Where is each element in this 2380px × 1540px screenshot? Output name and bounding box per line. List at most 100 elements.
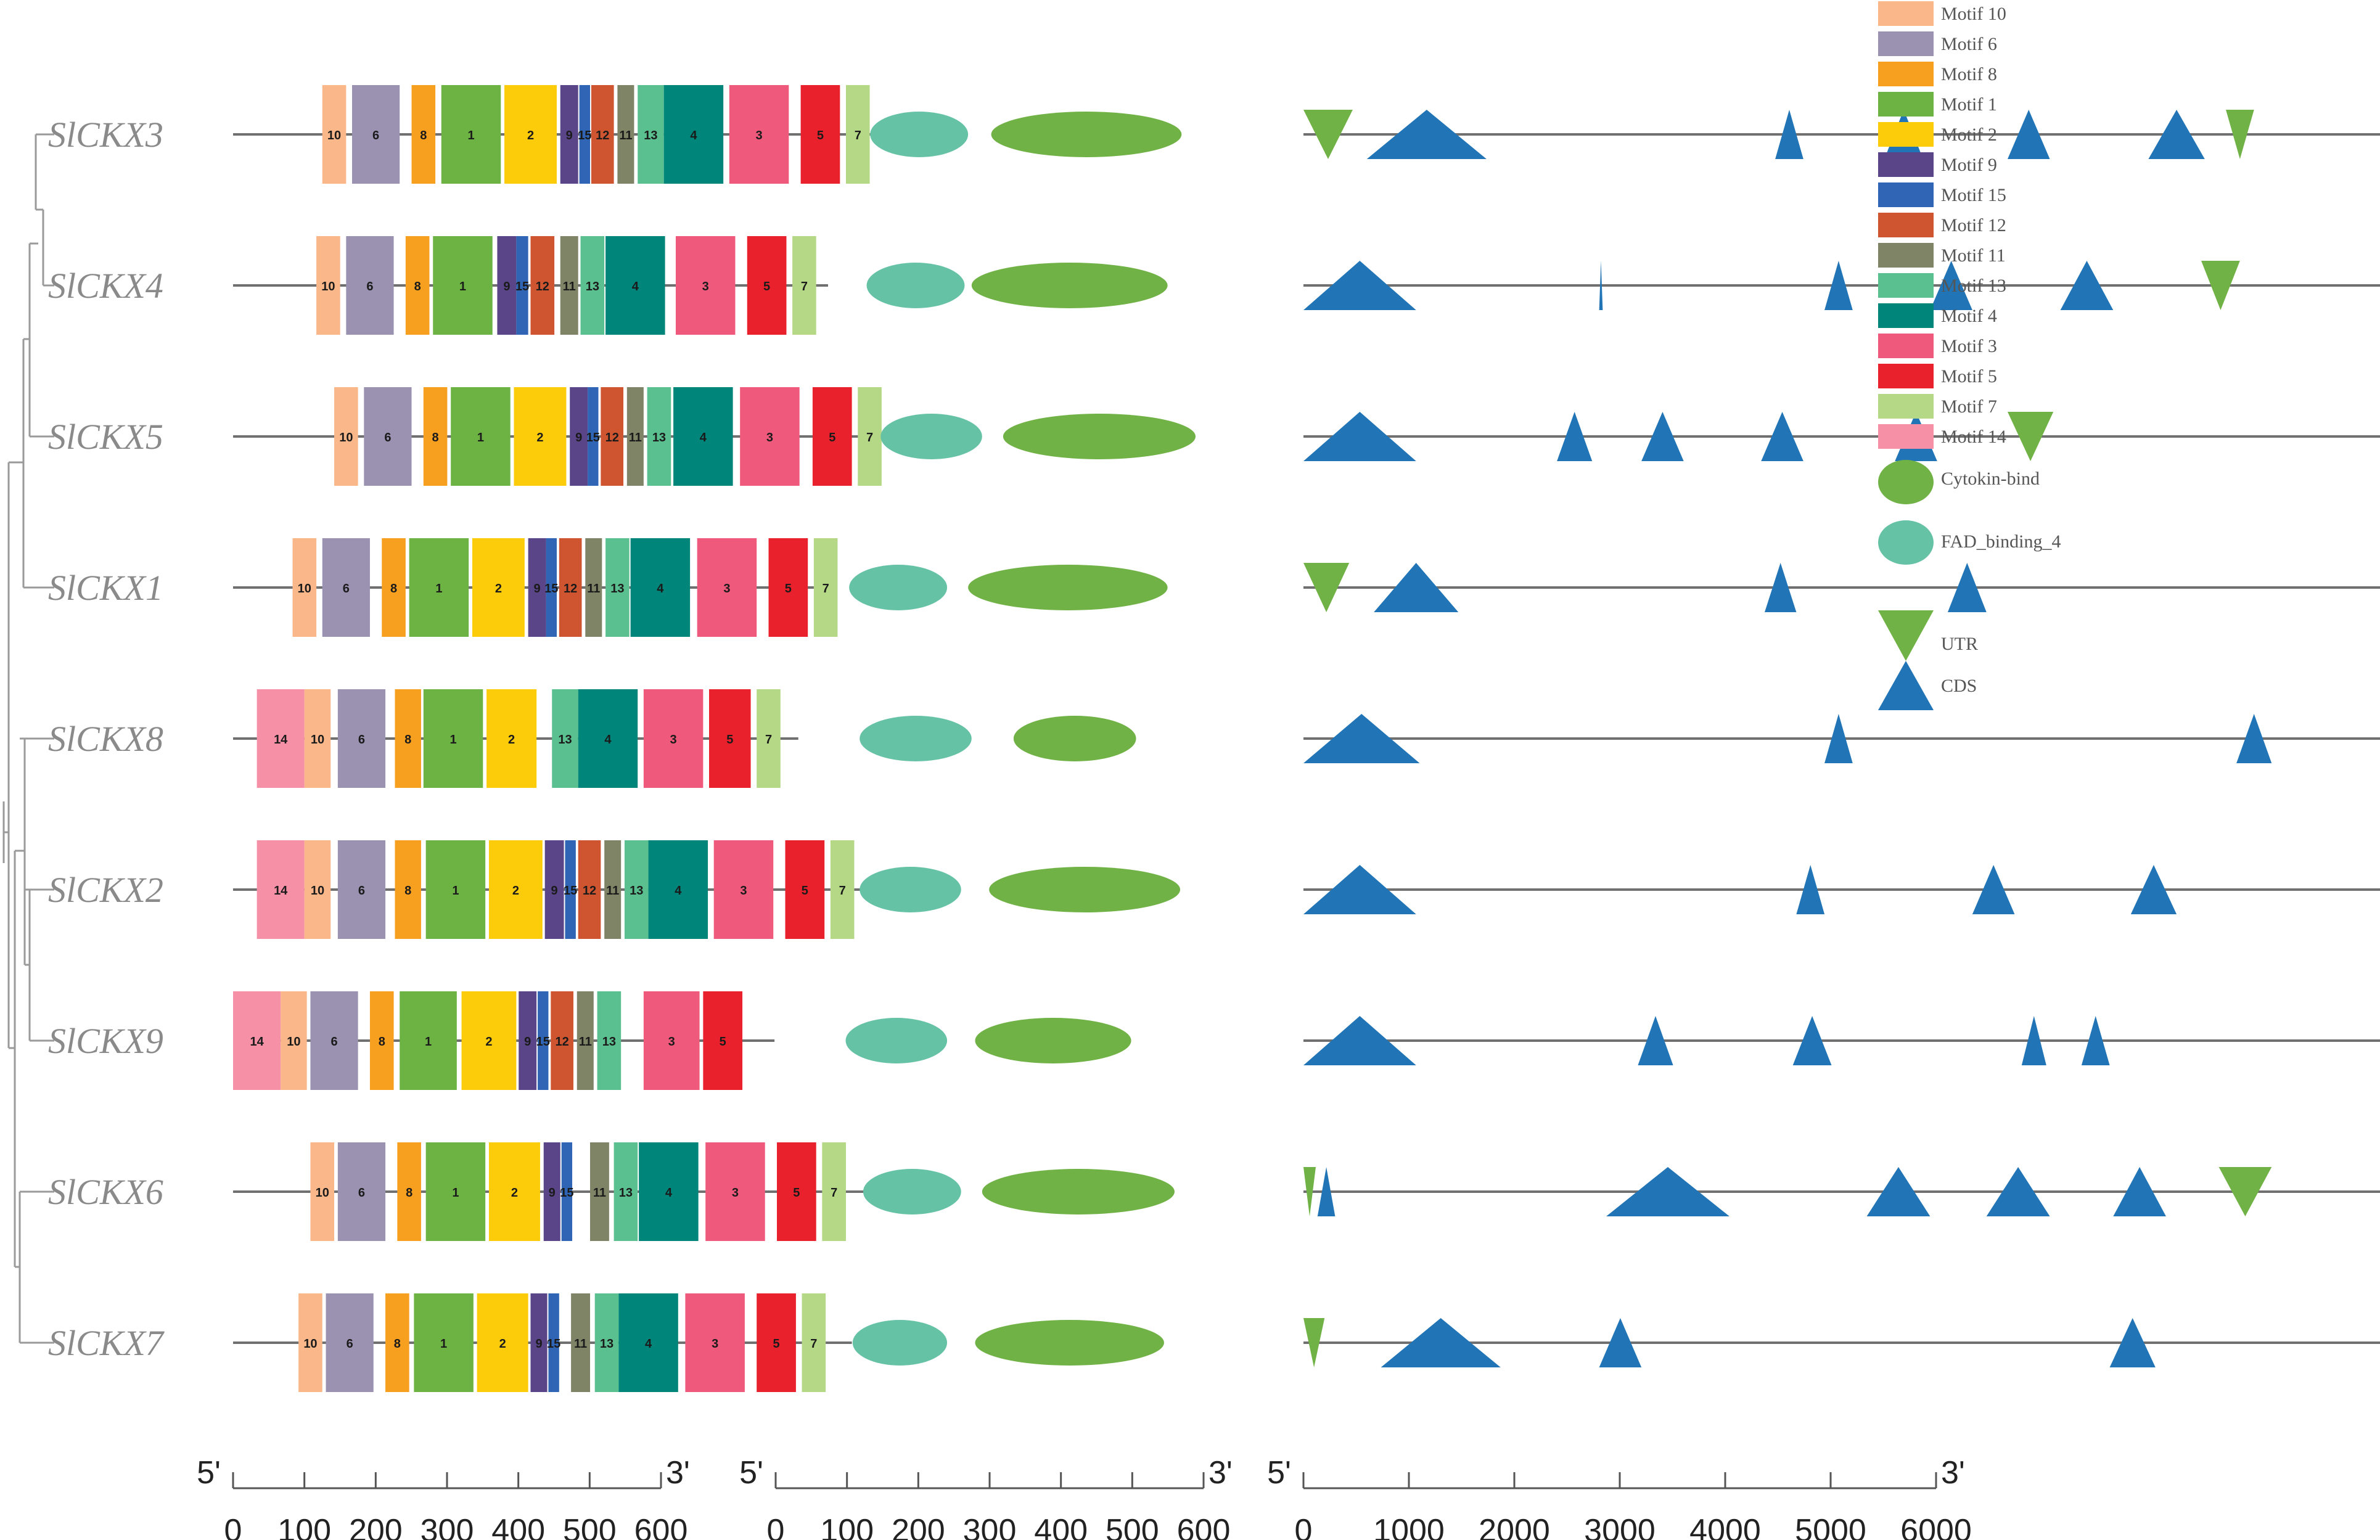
motif-box-8 — [395, 840, 421, 939]
motif-number: 9 — [524, 1035, 531, 1049]
motif-number: 10 — [303, 1337, 317, 1351]
motif-number: 9 — [535, 1337, 542, 1351]
motif-box-4 — [605, 236, 665, 335]
motif-number: 15 — [578, 129, 591, 142]
motif-box-6 — [337, 840, 386, 939]
motif-box-11 — [617, 85, 634, 184]
cds-triangle — [1317, 1167, 1336, 1216]
motif-number: 6 — [358, 1186, 365, 1200]
motif-number: 7 — [765, 733, 772, 747]
motif-row: 10 6 8 1 2 9 15 12 11 13 4 3 5 7 — [233, 538, 838, 637]
cds-triangle — [2008, 110, 2050, 159]
cds-triangle — [2236, 714, 2272, 763]
motif-box-7 — [802, 1293, 826, 1392]
motif-number: 5 — [726, 733, 733, 747]
motif-box-15 — [546, 538, 557, 637]
legend-label-cytokin: Cytokin-bind — [1941, 469, 2040, 489]
motif-number: 4 — [632, 280, 639, 293]
axis-tick-label: 0 — [1295, 1513, 1313, 1540]
motif-number: 3 — [723, 582, 730, 596]
legend-label-utr: UTR — [1941, 634, 1978, 654]
legend-swatch-motif-15 — [1878, 182, 1934, 207]
motif-box-8 — [411, 85, 436, 184]
motif-box-7 — [822, 1142, 846, 1241]
legend-label-motif-4: Motif 4 — [1941, 306, 1997, 326]
motif-number: 9 — [551, 884, 558, 898]
legend-swatch-motif-4 — [1878, 303, 1934, 328]
structure-row — [1303, 714, 2380, 763]
motif-box-10 — [310, 1142, 335, 1241]
motif-box-11 — [560, 236, 578, 335]
motif-box-3 — [697, 538, 757, 637]
motif-box-2 — [477, 1293, 528, 1392]
cytokin-bind-domain — [971, 263, 1168, 308]
motif-number: 6 — [358, 733, 365, 747]
motif-box-7 — [858, 387, 882, 486]
motif-number: 4 — [675, 884, 682, 898]
cds-triangle — [1796, 865, 1825, 914]
axis-tick-label: 300 — [963, 1513, 1017, 1540]
cds-triangle — [1761, 412, 1803, 461]
cds-triangle — [2148, 110, 2205, 159]
legend-swatch-motif-11 — [1878, 243, 1934, 268]
cytokin-bind-domain — [982, 1169, 1175, 1214]
cds-triangle — [1775, 110, 1803, 159]
motif-box-3 — [643, 991, 700, 1090]
legend-swatch-cytokin — [1878, 460, 1934, 504]
motif-number: 12 — [536, 280, 549, 293]
motif-box-1 — [423, 689, 483, 788]
motif-number: 15 — [564, 884, 577, 898]
structure-row — [1303, 1167, 2380, 1216]
cytokin-bind-domain — [1013, 716, 1136, 761]
motif-number: 8 — [404, 733, 411, 747]
motif-box-3 — [675, 236, 736, 335]
axis-tick-label: 600 — [634, 1513, 688, 1540]
motif-number: 8 — [379, 1035, 385, 1049]
motif-box-11 — [577, 991, 594, 1090]
motif-number: 8 — [404, 884, 411, 898]
axis-tick-label: 100 — [820, 1513, 874, 1540]
motif-box-8 — [385, 1293, 409, 1392]
motif-box-15 — [579, 85, 590, 184]
motif-box-14 — [256, 840, 305, 939]
cds-triangle — [2060, 261, 2114, 310]
motif-number: 3 — [766, 431, 773, 444]
utr-triangle — [1303, 1167, 1316, 1216]
utr-triangle — [1303, 1318, 1325, 1367]
motif-number: 5 — [802, 884, 808, 898]
motif-box-1 — [451, 387, 511, 486]
legend-swatch-motif-14 — [1878, 424, 1934, 449]
motif-box-1 — [441, 85, 501, 184]
motif-box-15 — [538, 991, 549, 1090]
motif-number: 1 — [425, 1035, 432, 1049]
motif-number: 8 — [432, 431, 439, 444]
axis-tick-label: 600 — [1177, 1513, 1231, 1540]
motif-number: 8 — [414, 280, 421, 293]
scale-axes: 0 100 200 300 400 500 600 5' 3' 0 100 200 300 400 500 6… — [197, 1455, 1972, 1540]
motif-box-9 — [497, 236, 517, 335]
motif-box-8 — [405, 236, 430, 335]
motif-box-4 — [618, 1293, 678, 1392]
motif-number: 1 — [449, 733, 456, 747]
motif-box-1 — [409, 538, 469, 637]
motif-number: 11 — [574, 1337, 587, 1351]
cds-triangle — [1381, 1318, 1501, 1367]
motif-number: 10 — [287, 1035, 300, 1049]
motif-box-7 — [757, 689, 781, 788]
axis-tick-label: 5000 — [1795, 1513, 1866, 1540]
motif-number: 6 — [358, 884, 365, 898]
motif-number: 8 — [394, 1337, 401, 1351]
axis-tick-label: 500 — [1106, 1513, 1159, 1540]
motif-number: 1 — [459, 280, 466, 293]
motif-row: 10 6 8 1 9 15 12 11 13 4 3 5 7 — [233, 236, 828, 335]
cds-triangle — [1606, 1167, 1730, 1216]
cytokin-bind-domain — [975, 1018, 1131, 1063]
motif-number: 12 — [605, 431, 619, 444]
motif-number: 13 — [644, 129, 657, 142]
motif-number: 11 — [619, 129, 632, 142]
motif-box-5 — [777, 1142, 816, 1241]
cds-triangle — [1986, 1167, 2050, 1216]
motif-number: 6 — [330, 1035, 337, 1049]
motif-number: 3 — [740, 884, 747, 898]
cds-triangle — [1303, 714, 1420, 763]
